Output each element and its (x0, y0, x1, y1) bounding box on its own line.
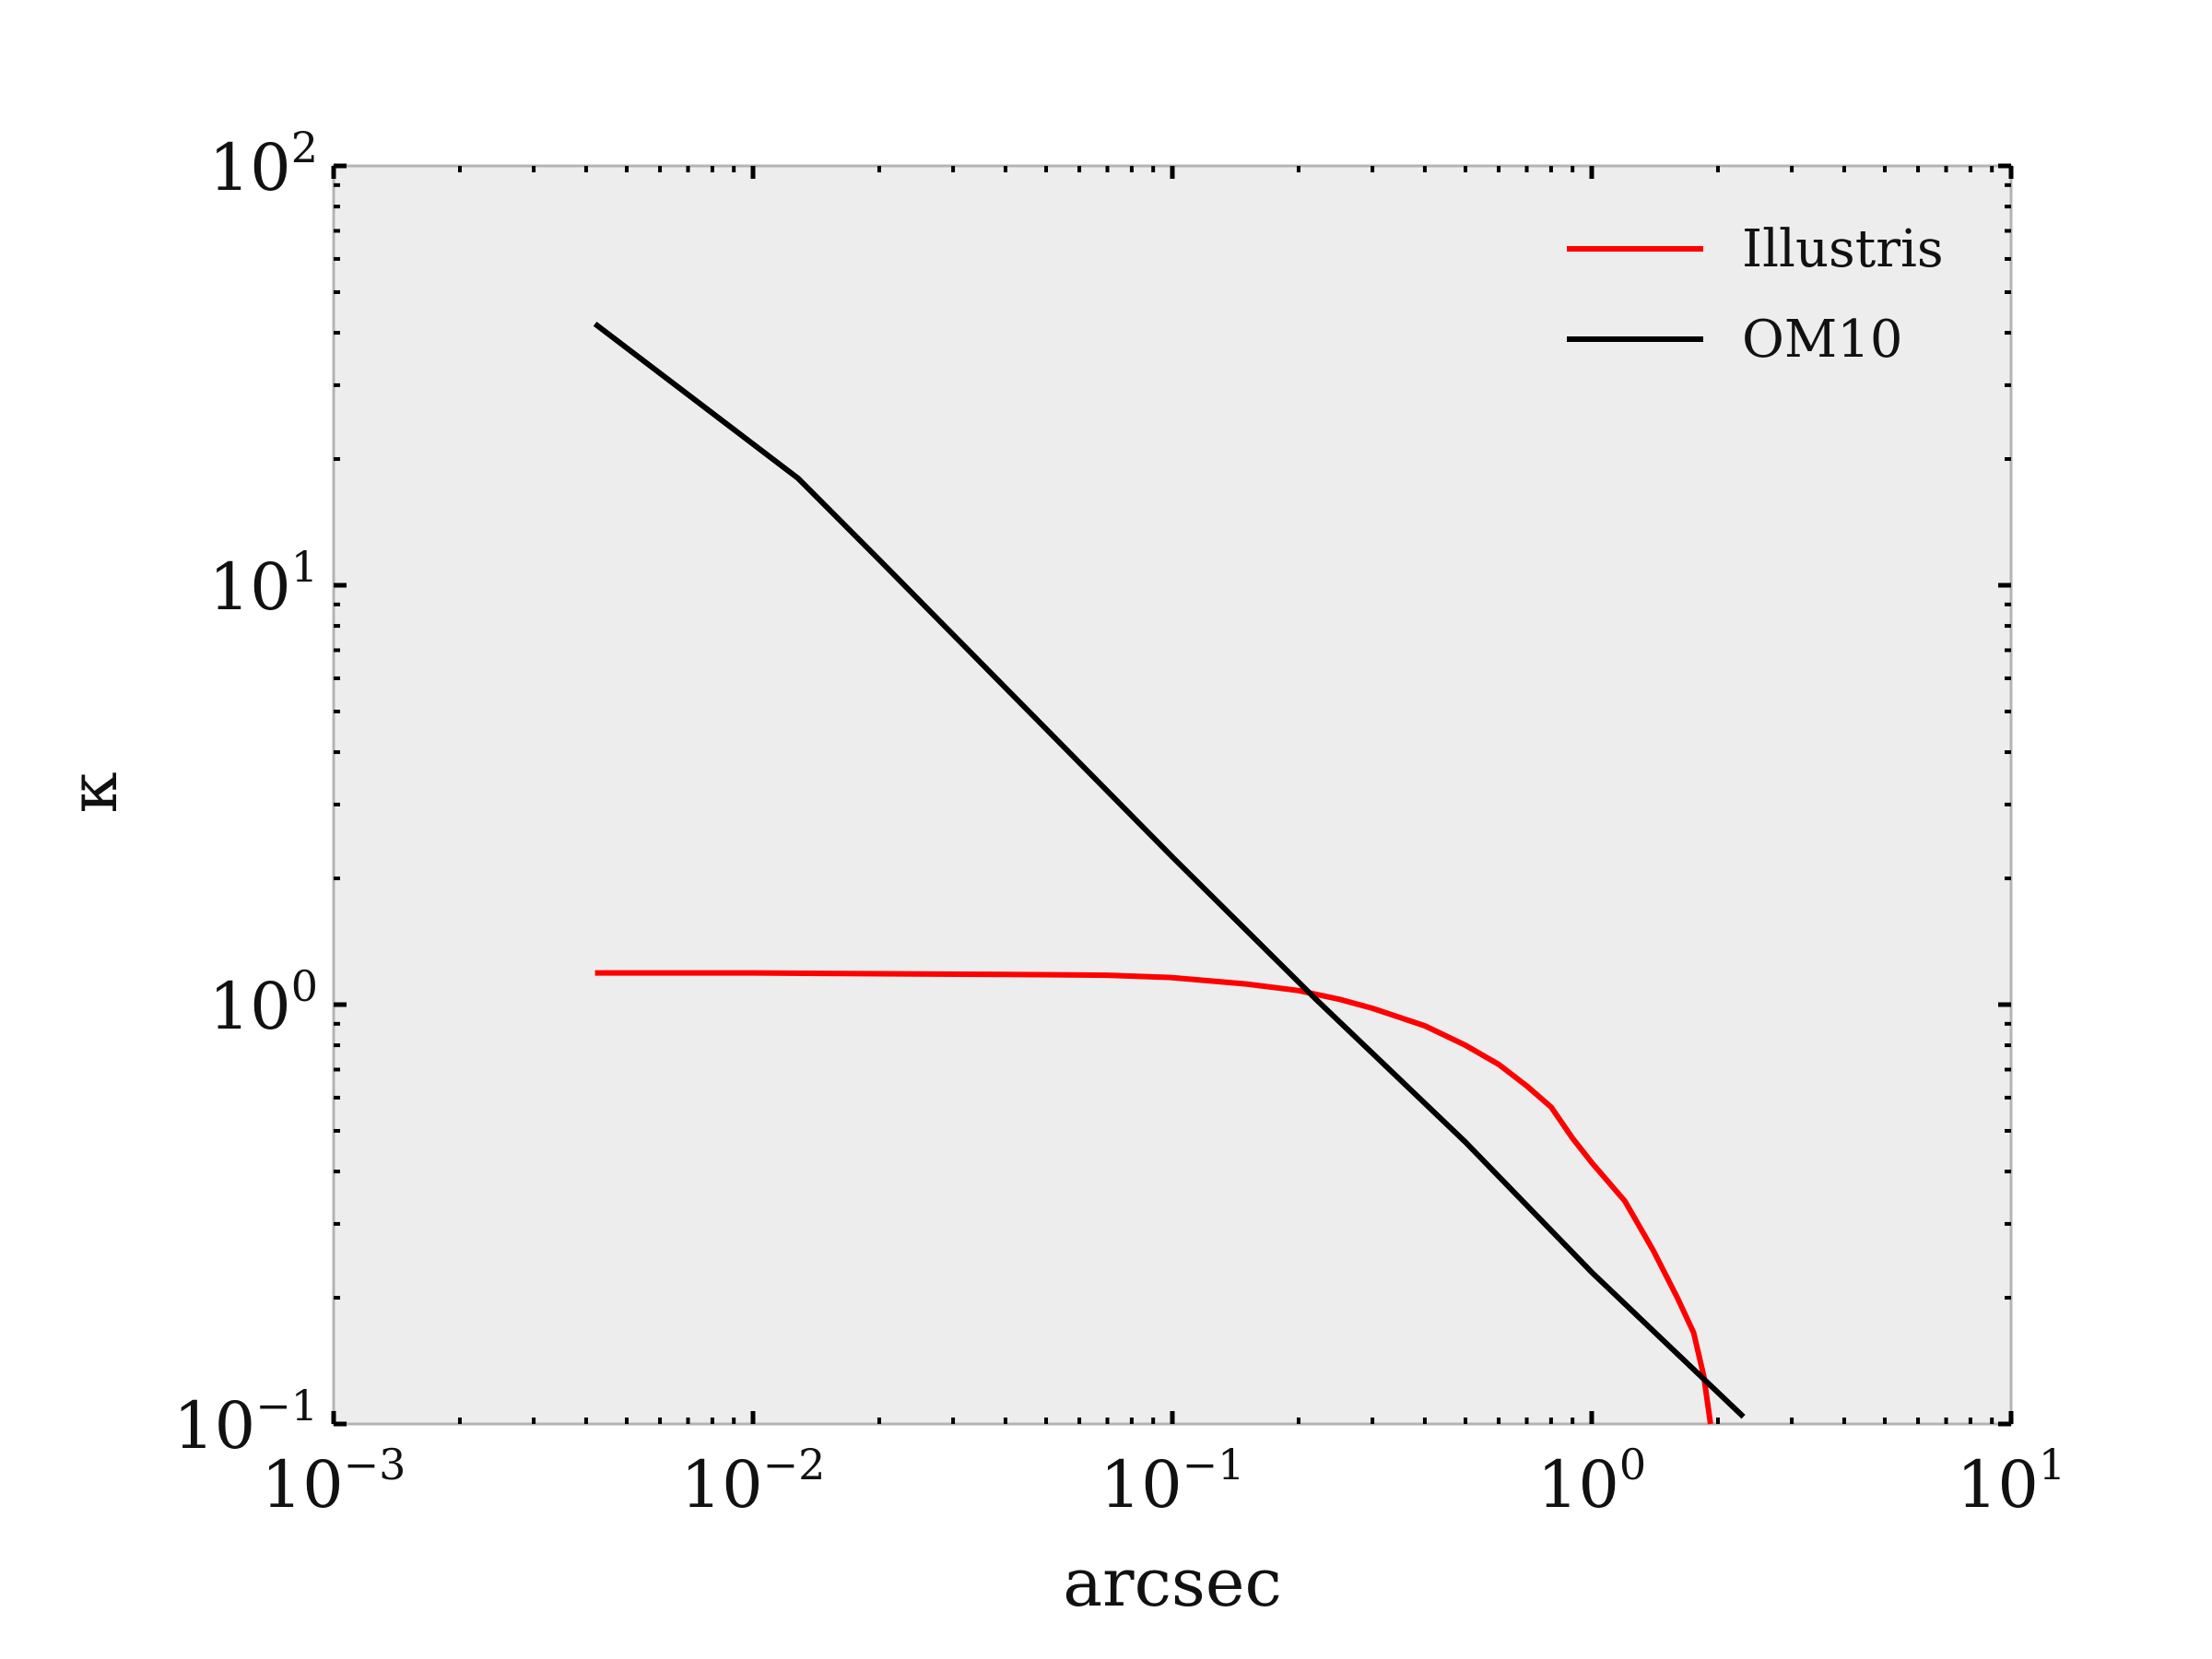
x-tick-label: 10−2 (681, 1440, 826, 1523)
y-tick-label: 101 (209, 542, 318, 625)
y-tick-labels: 10−1 100 101 102 (173, 123, 318, 1464)
plot-area (332, 164, 2013, 1426)
legend: Illustris OM10 (1567, 219, 1944, 370)
x-tick-label: 10−1 (1100, 1440, 1245, 1523)
major-ticks (331, 163, 2014, 1427)
x-axis-label: arcsec (1063, 1544, 1282, 1621)
x-tick-label: 101 (1957, 1440, 2065, 1523)
series-layer (593, 322, 1746, 1425)
series-line-om10 (593, 322, 1746, 1419)
x-tick-label: 10−3 (262, 1440, 406, 1523)
y-tick-label: 10−1 (173, 1381, 318, 1464)
series-line-illustris (594, 970, 1713, 1425)
y-axis-label: κ (54, 772, 132, 814)
minor-ticks (334, 166, 2011, 1424)
y-tick-label: 100 (209, 961, 318, 1044)
x-tick-labels: 10−3 10−2 10−1 100 101 (262, 1440, 2066, 1523)
legend-label-om10: OM10 (1742, 310, 1903, 370)
y-tick-label: 102 (209, 123, 318, 206)
legend-label-illustris: Illustris (1742, 219, 1944, 279)
x-tick-label: 100 (1537, 1440, 1646, 1523)
